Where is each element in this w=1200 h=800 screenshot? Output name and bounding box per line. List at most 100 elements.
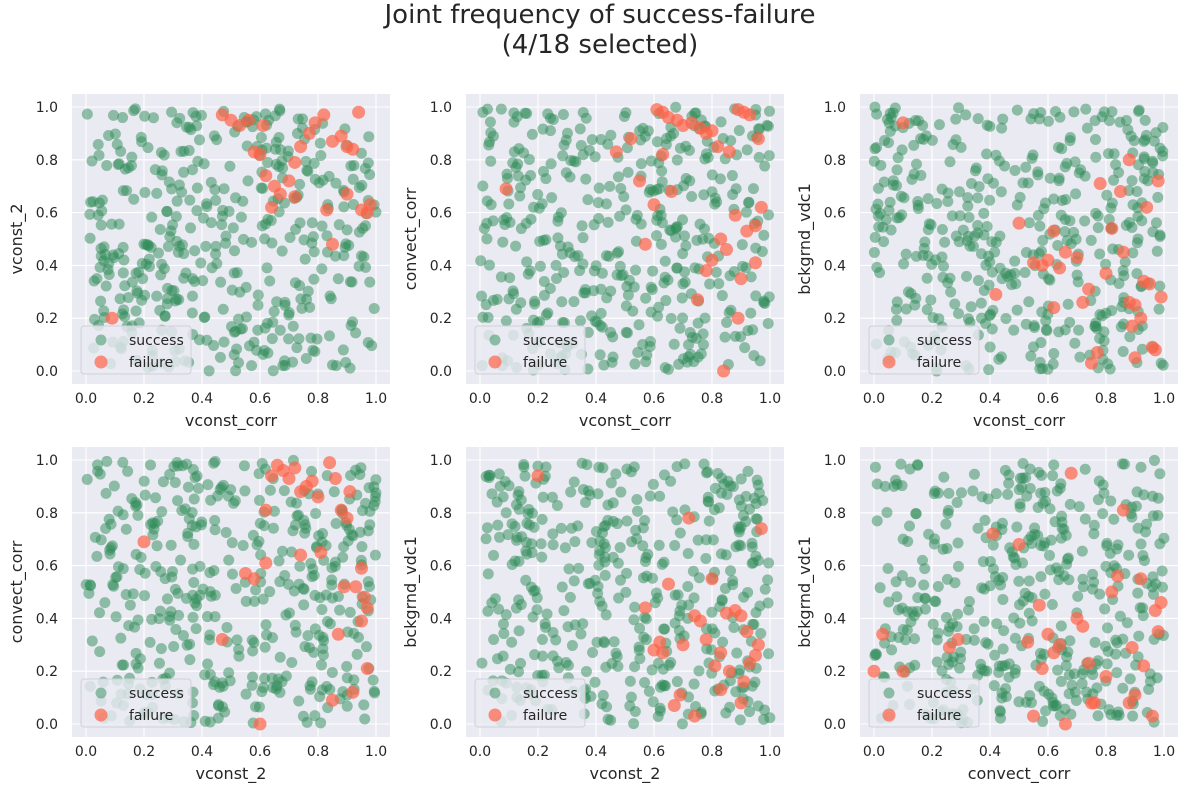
success-point <box>919 603 931 615</box>
success-point <box>521 517 533 529</box>
success-point <box>100 523 112 535</box>
failure-point <box>241 113 255 127</box>
success-point <box>681 356 693 368</box>
success-point <box>483 259 495 271</box>
success-point <box>118 254 130 266</box>
failure-point <box>1076 619 1090 633</box>
failure-point <box>259 169 273 183</box>
x-tick-label: 0.6 <box>249 391 271 407</box>
x-tick-label: 0.6 <box>643 391 665 407</box>
success-point <box>893 212 905 224</box>
success-point <box>978 615 990 627</box>
success-point <box>130 658 142 670</box>
failure-point <box>1122 153 1136 167</box>
success-point <box>611 269 623 281</box>
success-point <box>99 597 111 609</box>
success-point <box>1055 532 1067 544</box>
success-point <box>758 229 770 241</box>
failure-point <box>609 145 623 159</box>
success-point <box>1064 135 1076 147</box>
success-point <box>635 158 647 170</box>
failure-point <box>749 256 762 270</box>
success-point <box>157 476 169 488</box>
success-point <box>95 219 107 231</box>
failure-point <box>638 601 652 615</box>
success-point <box>1153 303 1165 315</box>
success-point <box>493 468 505 480</box>
success-point <box>246 360 258 372</box>
success-point <box>912 203 924 215</box>
failure-point <box>638 237 652 251</box>
success-point <box>146 211 158 223</box>
success-point <box>995 351 1007 363</box>
success-point <box>759 160 771 172</box>
success-point <box>240 688 252 700</box>
failure-point <box>751 132 765 146</box>
success-point <box>872 198 884 210</box>
success-point <box>868 246 880 258</box>
success-point <box>1135 538 1147 550</box>
success-point <box>358 699 370 711</box>
success-point <box>978 229 990 241</box>
success-point <box>317 649 329 661</box>
success-point <box>990 236 1002 248</box>
success-point <box>1152 492 1164 504</box>
success-point <box>665 313 677 325</box>
success-point <box>531 604 543 616</box>
success-point <box>295 293 307 305</box>
success-point <box>1091 682 1103 694</box>
series-success <box>80 454 382 729</box>
success-point <box>989 649 1001 661</box>
success-point <box>560 167 572 179</box>
success-point <box>208 457 220 469</box>
success-point <box>951 621 963 633</box>
success-point <box>305 557 317 569</box>
y-axis: 0.0 0.2 0.4 0.6 0.8 1.0 <box>430 453 452 733</box>
success-point <box>147 529 159 541</box>
success-point <box>135 551 147 563</box>
y-tick-label: 0.6 <box>36 206 58 222</box>
success-point <box>1060 193 1072 205</box>
success-point <box>1040 324 1052 336</box>
success-point <box>108 252 120 264</box>
success-point <box>513 486 525 498</box>
success-point <box>328 486 340 498</box>
success-point <box>352 631 364 643</box>
success-point <box>1054 111 1066 123</box>
success-point <box>978 207 990 219</box>
success-point <box>747 324 759 336</box>
failure-point <box>676 638 690 652</box>
x-tick-label: 0.2 <box>133 744 155 760</box>
x-tick-label: 1.0 <box>1153 744 1175 760</box>
success-point <box>1009 164 1021 176</box>
success-point <box>912 459 924 471</box>
success-point <box>940 518 952 530</box>
y-axis-label: vconst_2 <box>7 204 27 275</box>
success-point <box>498 628 510 640</box>
success-point <box>185 222 197 234</box>
legend-marker-failure <box>882 355 896 369</box>
series-success <box>475 101 776 376</box>
failure-point <box>360 662 374 676</box>
success-point <box>220 237 232 249</box>
x-tick-label: 1.0 <box>759 744 781 760</box>
success-point <box>953 102 965 114</box>
failure-point <box>1111 569 1125 583</box>
success-point <box>955 487 967 499</box>
success-point <box>598 521 610 533</box>
success-point <box>645 155 657 167</box>
success-point <box>1053 141 1065 153</box>
x-axis-label: vconst_corr <box>185 411 278 431</box>
success-point <box>573 562 585 574</box>
success-point <box>936 223 948 235</box>
legend-label-failure: failure <box>129 708 173 724</box>
success-point <box>1009 632 1021 644</box>
success-point <box>707 534 719 546</box>
success-point <box>963 211 975 223</box>
failure-point <box>1021 635 1035 649</box>
success-point <box>1062 298 1074 310</box>
success-point <box>752 700 764 712</box>
success-point <box>1103 704 1115 716</box>
success-point <box>177 629 189 641</box>
success-point <box>360 261 372 273</box>
